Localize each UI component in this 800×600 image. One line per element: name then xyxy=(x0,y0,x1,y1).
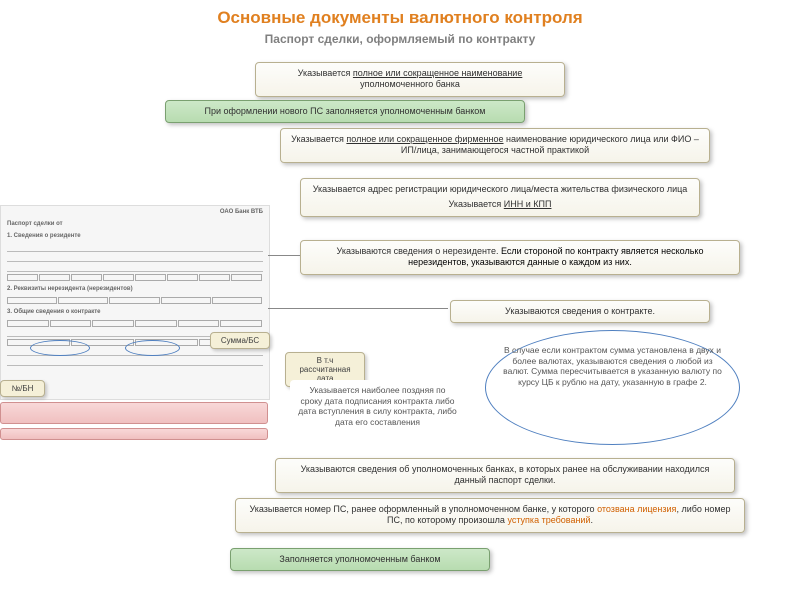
form-document: ОАО Банк ВТБ Паспорт сделки от 1. Сведен… xyxy=(0,205,270,400)
callout-underline: ИНН и КПП xyxy=(504,199,552,209)
callout-text: Указывается xyxy=(449,199,504,209)
callout-prev-banks: Указываются сведения об уполномоченных б… xyxy=(275,458,735,493)
callout-currency: В случае если контрактом сумма установле… xyxy=(500,345,725,388)
form-red-section xyxy=(0,402,268,424)
callout-text: . xyxy=(590,515,593,525)
callout-text: Указывается xyxy=(298,68,353,78)
callout-text: Указывается номер ПС, ранее оформленный … xyxy=(249,504,597,514)
form-h4: 3. Общие сведения о контракте xyxy=(1,306,269,318)
callout-contract-info: Указываются сведения о контракте. xyxy=(450,300,710,323)
form-bank-name: ОАО Банк ВТБ xyxy=(1,206,269,218)
tag-sum: Сумма/БС xyxy=(210,332,270,349)
callout-text: Указываются сведения о нерезиденте. xyxy=(337,246,501,256)
form-h2: 1. Сведения о резиденте xyxy=(1,230,269,242)
callout-nonresident: Указываются сведения о нерезиденте. Если… xyxy=(300,240,740,275)
callout-underline: полное или сокращенное фирменное xyxy=(346,134,503,144)
callout-text: Указывается xyxy=(291,134,346,144)
callout-orange: отозвана лицензия xyxy=(597,504,676,514)
connector-line xyxy=(268,255,300,256)
callout-line: Указывается адрес регистрации юридическо… xyxy=(309,184,691,195)
callout-resident-name: Указывается полное или сокращенное фирме… xyxy=(280,128,710,163)
callout-new-ps: При оформлении нового ПС заполняется упо… xyxy=(165,100,525,123)
form-oval-1 xyxy=(30,340,90,356)
form-red-section-2 xyxy=(0,428,268,440)
form-oval-2 xyxy=(125,340,180,356)
callout-orange: уступка требований xyxy=(507,515,590,525)
callout-text: уполномоченного банка xyxy=(360,79,460,89)
page-title: Основные документы валютного контроля xyxy=(0,0,800,28)
callout-underline: полное или сокращенное наименование xyxy=(353,68,522,78)
connector-line xyxy=(268,308,448,309)
callout-contract-date: Указывается наиболее поздняя по сроку да… xyxy=(290,380,465,433)
form-h3: 2. Реквизиты нерезидента (нерезидентов) xyxy=(1,283,269,295)
page-subtitle: Паспорт сделки, оформляемый по контракту xyxy=(0,28,800,52)
callout-bank-name: Указывается полное или сокращенное наиме… xyxy=(255,62,565,97)
callout-filled-by-bank: Заполняется уполномоченным банком xyxy=(230,548,490,571)
callout-ps-number: Указывается номер ПС, ранее оформленный … xyxy=(235,498,745,533)
form-h1: Паспорт сделки от xyxy=(1,218,269,230)
tag-number: №/БН xyxy=(0,380,45,397)
callout-address-inn: Указывается адрес регистрации юридическо… xyxy=(300,178,700,217)
